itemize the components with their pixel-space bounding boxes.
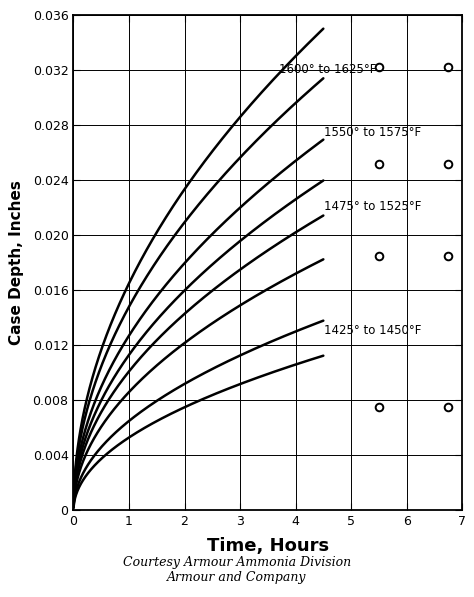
Text: 1550° to 1575°F: 1550° to 1575°F	[324, 126, 421, 139]
Text: Courtesy Armour Ammonia Division: Courtesy Armour Ammonia Division	[123, 556, 351, 569]
X-axis label: Time, Hours: Time, Hours	[207, 537, 329, 555]
Y-axis label: Case Depth, Inches: Case Depth, Inches	[9, 180, 24, 345]
Text: 1600° to 1625°F: 1600° to 1625°F	[279, 63, 376, 76]
Text: 1425° to 1450°F: 1425° to 1450°F	[324, 324, 422, 337]
Text: 1475° to 1525°F: 1475° to 1525°F	[324, 201, 422, 213]
Text: Armour and Company: Armour and Company	[167, 571, 307, 584]
